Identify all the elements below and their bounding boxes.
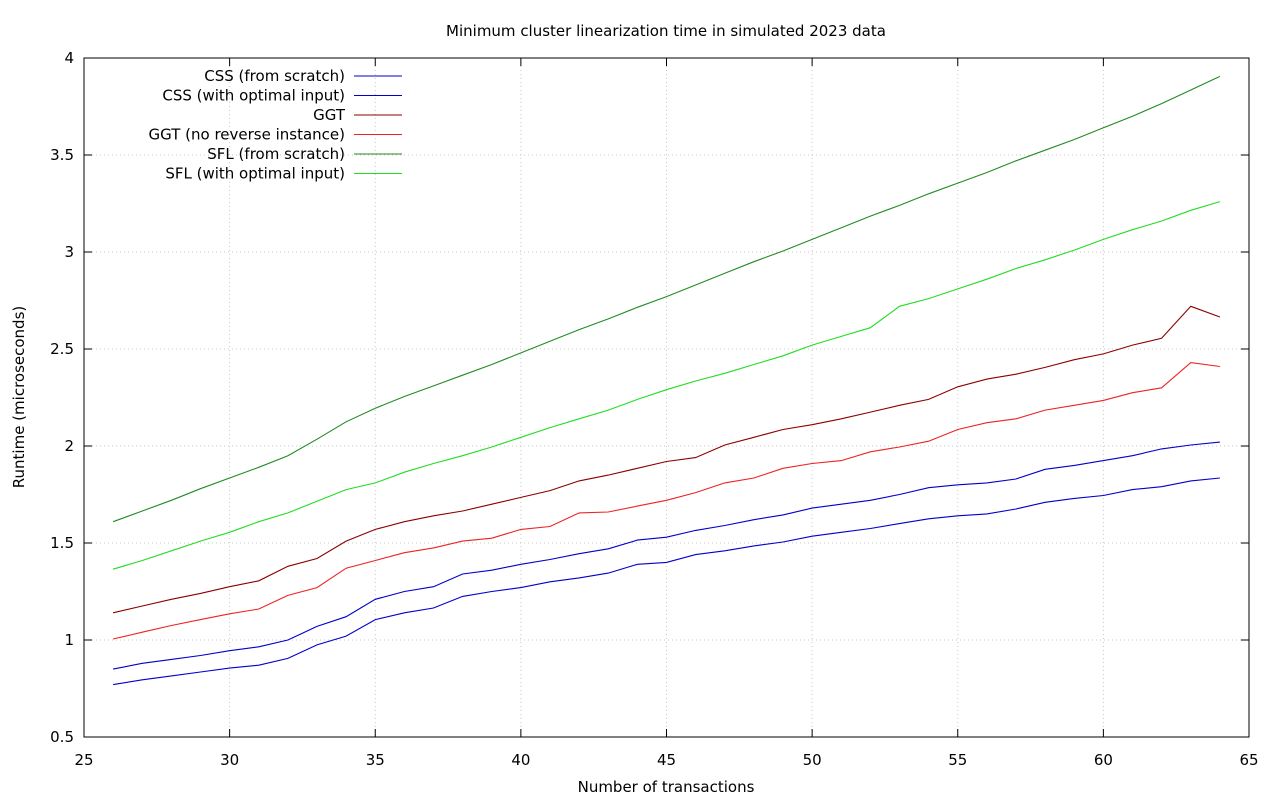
series-line [112, 441, 1220, 670]
series-line [112, 362, 1220, 640]
y-tick-label: 4 [64, 49, 74, 67]
x-tick-label: 35 [366, 751, 385, 769]
legend-entry: GGT (no reverse instance) [149, 126, 402, 144]
axis-ticks [83, 57, 1250, 738]
y-tick-label: 1.5 [50, 534, 74, 552]
legend-entry: CSS (with optimal input) [162, 87, 402, 105]
x-tick-label: 60 [1094, 751, 1113, 769]
y-tick-label: 2 [64, 437, 74, 455]
series-line [112, 305, 1221, 614]
x-tick-label: 65 [1239, 751, 1258, 769]
y-tick-label: 3.5 [50, 146, 74, 164]
y-tick-label: 3 [64, 243, 74, 261]
legend-label: SFL (from scratch) [207, 145, 345, 163]
x-tick-label: 55 [948, 751, 967, 769]
legend-label: CSS (with optimal input) [162, 87, 345, 105]
legend-entry: CSS (from scratch) [204, 67, 402, 85]
y-tick-labels: 0.5 1 1.5 2 2.5 3 3.5 4 [50, 49, 74, 746]
x-tick-label: 30 [220, 751, 239, 769]
x-tick-label: 50 [803, 751, 822, 769]
legend-entry: SFL (from scratch) [207, 145, 402, 163]
y-tick-label: 0.5 [50, 728, 74, 746]
legend: CSS (from scratch) CSS (with optimal inpu… [149, 67, 402, 183]
x-tick-label: 40 [511, 751, 530, 769]
y-axis-label: Runtime (microseconds) [10, 306, 28, 488]
series-line [112, 75, 1221, 523]
series-line [113, 477, 1220, 686]
series-line [112, 201, 1221, 570]
series-lines [112, 75, 1221, 686]
y-tick-label: 1 [64, 631, 74, 649]
x-tick-labels: 25 30 35 40 45 50 55 60 65 [74, 751, 1258, 769]
legend-label: CSS (from scratch) [204, 67, 345, 85]
x-axis-label: Number of transactions [578, 778, 755, 796]
legend-entry: GGT [313, 106, 402, 124]
legend-entry: SFL (with optimal input) [165, 165, 402, 183]
chart-title: Minimum cluster linearization time in si… [446, 22, 886, 40]
x-tick-label: 45 [657, 751, 676, 769]
legend-label: SFL (with optimal input) [165, 165, 345, 183]
legend-label: GGT (no reverse instance) [149, 126, 346, 144]
x-tick-label: 25 [74, 751, 93, 769]
y-tick-label: 2.5 [50, 340, 74, 358]
legend-label: GGT [313, 106, 346, 124]
